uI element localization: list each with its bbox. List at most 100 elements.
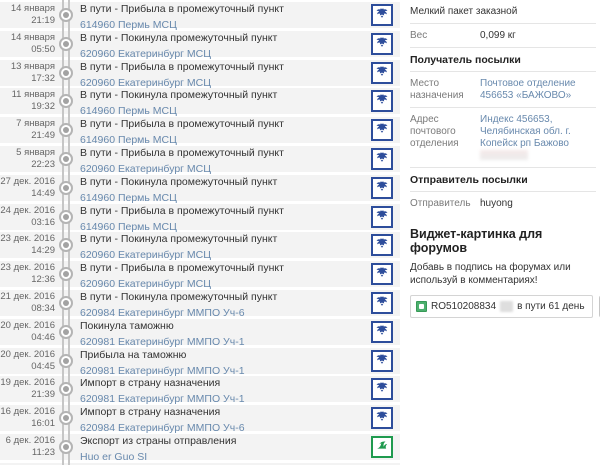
timeline-node-dot (63, 415, 69, 422)
event-location-link[interactable]: 614960 Пермь МСЦ (80, 19, 177, 31)
timeline-node-dot (63, 242, 69, 249)
timeline-node (59, 65, 73, 80)
event-date: 13 января (10, 60, 55, 72)
tracking-event-row: 11 января 19:32 В пути - Покинула промеж… (0, 88, 400, 118)
event-time: 03:16 (31, 216, 55, 228)
tracking-event-row: 23 дек. 2016 14:29 В пути - Покинула про… (0, 232, 400, 262)
event-date: 23 дек. 2016 (0, 262, 55, 274)
tracking-timeline: 14 января 21:19 В пути - Прибыла в проме… (0, 0, 400, 465)
event-location-link[interactable]: 620960 Екатеринбург МСЦ (80, 162, 212, 175)
timeline-node (59, 439, 73, 454)
event-location-link[interactable]: 620960 Екатеринбург МСЦ (80, 249, 212, 262)
timeline-node-dot (63, 40, 69, 47)
event-title: Прибыла на таможню (80, 348, 187, 361)
russian-post-eagle-icon (375, 210, 389, 221)
package-details-panel: Мелкий пакет заказной Вес 0,099 кг Получ… (410, 0, 600, 318)
russian-post-eagle-icon (375, 296, 389, 307)
timeline-node-dot (63, 271, 69, 278)
widget-title: Виджет-картинка для форумов (410, 227, 543, 255)
timeline-node (59, 267, 73, 282)
event-title: В пути - Прибыла в промежуточный пункт (80, 262, 284, 275)
timeline-node-dot (63, 98, 69, 105)
post-office-address-row: Адрес почтового отделения Индекс 456653,… (410, 108, 596, 168)
timeline-node-dot (63, 299, 69, 306)
event-title: В пути - Прибыла в промежуточный пункт (80, 204, 284, 217)
event-title: В пути - Покинула промежуточный пункт (80, 175, 278, 188)
event-location-link[interactable]: 620984 Екатеринбург ММПО Уч-6 (80, 422, 245, 435)
sender-value: huyong (480, 198, 513, 209)
widget-status-icon (416, 301, 427, 312)
censored-address-blur (480, 150, 528, 161)
timeline-node (59, 151, 73, 166)
carrier-logo-icon (371, 435, 393, 458)
widget-status-text: в пути 61 день (517, 301, 585, 312)
event-title: В пути - Покинула промежуточный пункт (80, 233, 278, 246)
tracking-event-row: 16 дек. 2016 16:01 Импорт в страну назна… (0, 405, 400, 435)
timeline-node-dot (63, 357, 69, 364)
carrier-logo-icon (371, 349, 393, 372)
timeline-node-dot (63, 328, 69, 335)
event-title: В пути - Прибыла в промежуточный пункт (80, 146, 284, 159)
carrier-logo-icon (371, 320, 393, 343)
event-location-link[interactable]: 614960 Пермь МСЦ (80, 105, 177, 118)
carrier-logo-icon (371, 291, 393, 314)
weight-label: Вес (410, 30, 428, 41)
timeline-node (59, 353, 73, 368)
russian-post-eagle-icon (375, 37, 389, 48)
event-location-link[interactable]: Huo er Guo SI (80, 450, 148, 463)
timeline-node-dot (63, 184, 69, 191)
sender-label: Отправитель (410, 198, 471, 209)
sender-header-row: Отправитель посылки (410, 168, 596, 192)
timeline-node-dot (63, 213, 69, 220)
timeline-node-dot (63, 386, 69, 393)
tracking-event-row: 14 января 05:50 В пути - Покинула промеж… (0, 30, 400, 60)
widget-tracking-number: RO510208834 (431, 301, 497, 312)
tracking-event-row: 20 дек. 2016 04:45 Прибыла на таможню 62… (0, 347, 400, 377)
event-time: 16:01 (31, 418, 55, 430)
event-title: Покинула таможню (80, 319, 174, 332)
russian-post-eagle-icon (375, 66, 389, 77)
timeline-node (59, 209, 73, 224)
event-time: 05:50 (31, 43, 55, 55)
event-location-link[interactable]: 614960 Пермь МСЦ (80, 220, 177, 233)
event-time: 04:46 (31, 331, 55, 343)
event-title: В пути - Покинула промежуточный пункт (80, 290, 278, 303)
event-date: 23 дек. 2016 (0, 233, 55, 245)
event-title: В пути - Покинула промежуточный пункт (80, 89, 278, 102)
timeline-node-dot (63, 155, 69, 162)
carrier-logo-icon (371, 378, 393, 401)
china-post-emblem-icon (375, 440, 389, 451)
carrier-logo-icon (371, 407, 393, 430)
event-time: 11:23 (31, 446, 55, 458)
timeline-node (59, 8, 73, 22)
event-location-link[interactable]: 620960 Екатеринбург МСЦ (80, 76, 212, 89)
event-location-link[interactable]: 614960 Пермь МСЦ (80, 134, 177, 147)
weight-value: 0,099 кг (480, 30, 516, 41)
destination-link[interactable]: Почтовое отделение 456653 «БАЖОВО» (480, 78, 576, 101)
event-location-link[interactable]: 620960 Екатеринбург МСЦ (80, 47, 212, 60)
tracking-event-row: 20 дек. 2016 04:46 Покинула таможню 6209… (0, 318, 400, 348)
event-location-link[interactable]: 620981 Екатеринбург ММПО Уч-1 (80, 393, 245, 406)
event-location-link[interactable]: 620981 Екатеринбург ММПО Уч-1 (80, 364, 245, 377)
event-title: В пути - Прибыла в промежуточный пункт (80, 118, 284, 131)
sender-header: Отправитель посылки (410, 174, 528, 186)
tracking-event-row: 5 января 22:23 В пути - Прибыла в промеж… (0, 145, 400, 175)
event-location-link[interactable]: 620984 Екатеринбург ММПО Уч-6 (80, 306, 245, 319)
post-office-address-link[interactable]: Индекс 456653, Челябинская обл. г. Копей… (480, 114, 571, 149)
event-date: 20 дек. 2016 (0, 319, 55, 331)
event-date: 5 января (16, 146, 55, 158)
event-title: Импорт в страну назначения (80, 406, 221, 419)
package-type: Мелкий пакет заказной (410, 6, 518, 17)
event-title: В пути - Прибыла в промежуточный пункт (80, 60, 284, 73)
carrier-logo-icon (371, 263, 393, 286)
timeline-line (62, 0, 70, 465)
event-location-link[interactable]: 620960 Екатеринбург МСЦ (80, 278, 212, 291)
event-date: 14 января (10, 3, 55, 14)
event-title: В пути - Покинула промежуточный пункт (80, 31, 278, 44)
tracking-event-row: 7 января 21:49 В пути - Прибыла в промеж… (0, 117, 400, 147)
russian-post-eagle-icon (375, 123, 389, 134)
event-location-link[interactable]: 620981 Екатеринбург ММПО Уч-1 (80, 335, 245, 348)
event-location-link[interactable]: 614960 Пермь МСЦ (80, 191, 177, 204)
timeline-node (59, 411, 73, 426)
